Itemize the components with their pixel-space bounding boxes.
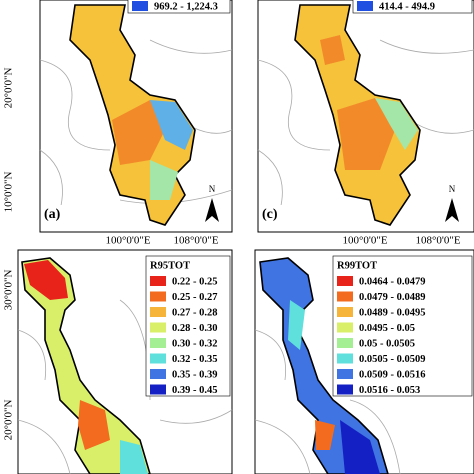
legend-label: 0.0464 - 0.0479 <box>359 276 426 287</box>
legend-label: 0.22 - 0.25 <box>172 276 218 287</box>
legend-title: R95TOT <box>150 260 190 271</box>
legend-label: 0.28 - 0.30 <box>172 323 218 334</box>
legend-label: 0.39 - 0.45 <box>172 385 218 396</box>
legend-swatch <box>150 307 166 317</box>
legend-bg <box>127 0 231 14</box>
lon-label: 100°0'0"E <box>342 235 387 247</box>
legend-swatch <box>150 291 166 302</box>
lat-label: 10°0'0"N <box>3 172 15 213</box>
lon-label: 108°0'0"E <box>173 235 218 247</box>
legend-swatch <box>150 353 166 364</box>
panel-label: (c) <box>262 207 278 222</box>
legend-label: 0.05 - 0.0505 <box>359 338 415 349</box>
legend-swatch <box>337 353 353 364</box>
legend-label: 0.27 - 0.28 <box>172 307 218 318</box>
panel-label-bg <box>42 205 66 223</box>
north-label: N <box>449 184 456 194</box>
legend-label: 0.35 - 0.39 <box>172 369 218 380</box>
map-a <box>39 0 233 233</box>
lat-label: 20°0'0"N <box>3 400 15 441</box>
lat-label: 20°0'0"N <box>3 68 15 109</box>
legend-swatch <box>337 384 353 395</box>
north-arrow <box>205 198 219 222</box>
legend-label: 0.0516 - 0.053 <box>359 385 420 396</box>
legend-box <box>332 255 473 397</box>
legend-title: R99TOT <box>337 260 377 271</box>
legend-swatch <box>337 322 353 333</box>
north-label: N <box>209 184 216 194</box>
legend-swatch <box>150 276 166 286</box>
legend-label: 414.4 - 494.9 <box>379 1 435 12</box>
north-arrow <box>445 198 459 222</box>
legend-label: 0.25 - 0.27 <box>172 292 218 303</box>
legend-label: 0.0479 - 0.0489 <box>359 292 426 303</box>
legend-swatch <box>337 291 353 302</box>
panel-label-bg <box>260 205 284 223</box>
legend-swatch <box>337 369 353 379</box>
legend-label: 0.0495 - 0.05 <box>359 323 415 334</box>
panel-label: (a) <box>44 207 61 222</box>
legend-swatch <box>337 338 353 348</box>
legend-label: 0.0509 - 0.0516 <box>359 369 426 380</box>
lat-label: 30°0'0"N <box>3 270 15 311</box>
map-c <box>257 0 474 233</box>
legend-swatch <box>150 384 166 395</box>
legend-swatch <box>150 338 166 348</box>
legend-label: 0.30 - 0.32 <box>172 338 218 349</box>
legend-swatch <box>357 1 373 11</box>
legend-swatch <box>337 276 353 286</box>
legend-swatch <box>150 322 166 333</box>
legend-label: 0.0505 - 0.0509 <box>359 354 426 365</box>
lon-label: 108°0'0"E <box>415 235 460 247</box>
legend-swatch <box>150 369 166 379</box>
legend-swatch <box>337 307 353 317</box>
legend-label: 0.0489 - 0.0495 <box>359 307 426 318</box>
legend-swatch <box>132 1 148 11</box>
lon-label: 100°0'0"E <box>105 235 150 247</box>
legend-label: 0.32 - 0.35 <box>172 354 218 365</box>
legend-label: 969.2 - 1,224.3 <box>154 1 218 12</box>
legend-bg <box>352 0 473 14</box>
